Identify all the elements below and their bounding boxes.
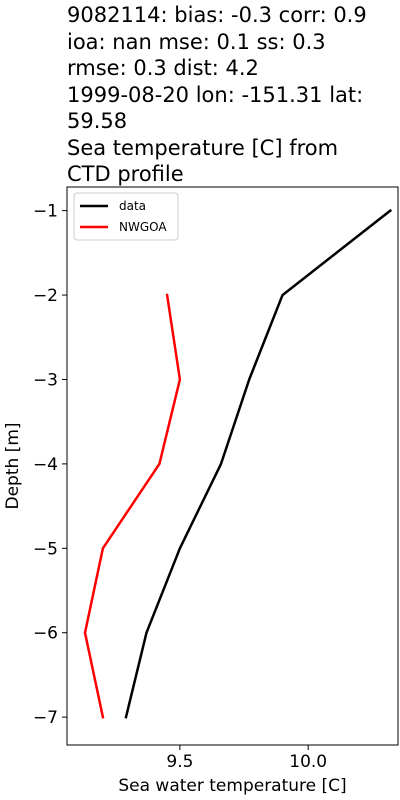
legend: data NWGOA (73, 192, 179, 241)
series-line-nwgoa (83, 293, 182, 719)
y-tick-label: −5 (33, 539, 58, 559)
title-line-7: CTD profile (67, 162, 184, 186)
title-line-4: 1999-08-20 lon: -151.31 lat: (67, 82, 364, 107)
y-tick-label: −2 (33, 286, 58, 306)
title-line-1: 9082114: bias: -0.3 corr: 0.9 (67, 3, 367, 27)
x-axis: 9.5 10.0 (166, 745, 327, 772)
y-tick-label: −3 (33, 370, 58, 390)
title-line-5: 59.58 (67, 109, 128, 133)
title-line-2: ioa: nan mse: 0.1 ss: 0.3 (67, 29, 326, 54)
y-tick-label: −7 (33, 708, 58, 728)
chart-title: 9082114: bias: -0.3 corr: 0.9 ioa: nan m… (67, 2, 397, 188)
series-line-data (124, 208, 393, 719)
x-axis-label: Sea water temperature [C] (118, 776, 346, 796)
y-axis: −1 −2 −3 −4 −5 −6 −7 (33, 202, 67, 728)
y-axis-label: Depth [m] (3, 422, 23, 509)
y-tick-label: −1 (33, 202, 58, 222)
y-tick-label: −4 (33, 455, 58, 475)
title-line-3: rmse: 0.3 dist: 4.2 (67, 56, 259, 80)
legend-label-data: data (119, 199, 146, 213)
title-line-6: Sea temperature [C] from (67, 135, 339, 160)
x-tick-label: 9.5 (166, 752, 193, 772)
y-tick-label: −6 (33, 624, 58, 644)
x-tick-label: 10.0 (289, 752, 327, 772)
legend-label-nwgoa: NWGOA (119, 220, 167, 234)
series-layer (83, 208, 393, 719)
plot-frame (66, 186, 399, 746)
